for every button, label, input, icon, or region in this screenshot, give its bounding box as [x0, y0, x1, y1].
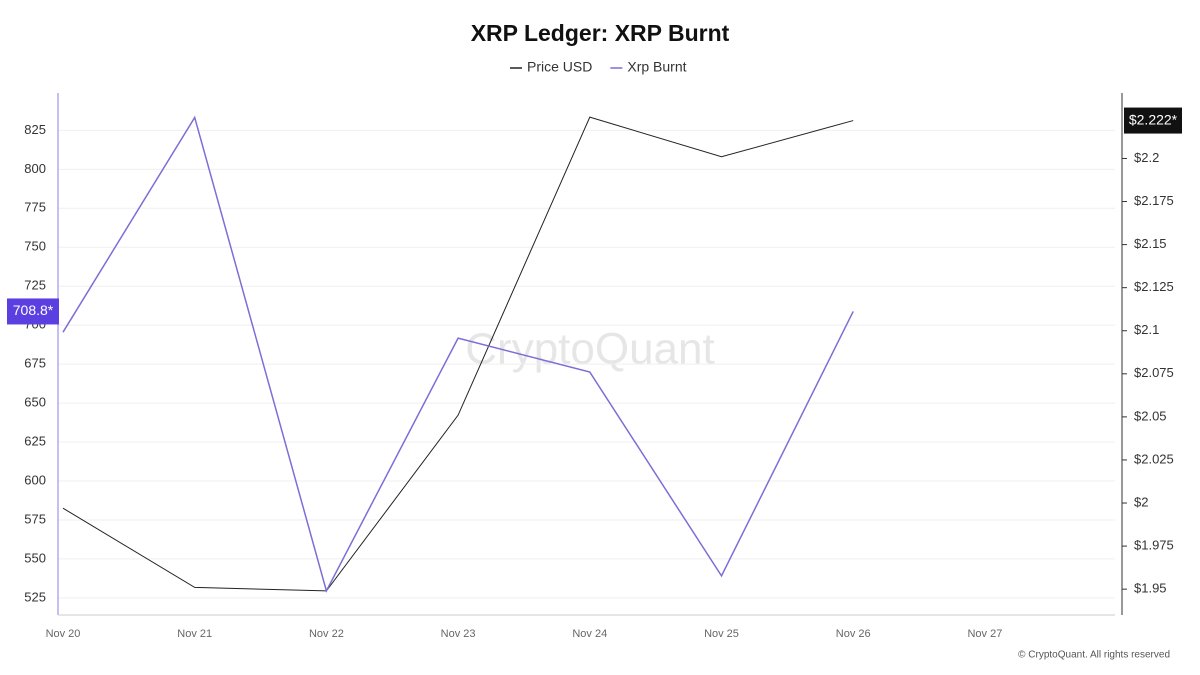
chart-title: XRP Ledger: XRP Burnt: [471, 20, 730, 46]
y2-tick-label: $2.15: [1134, 236, 1167, 251]
y2-tick-label: $2.05: [1134, 408, 1167, 423]
value-label: $2.222*: [1129, 111, 1178, 127]
x-tick-label: Nov 22: [309, 628, 344, 640]
y2-tick-label: $2.025: [1134, 451, 1174, 466]
y-tick-label: 675: [24, 356, 46, 371]
y2-tick-label: $2.1: [1134, 322, 1159, 337]
x-tick-label: Nov 23: [441, 628, 476, 640]
y2-tick-label: $2.175: [1134, 193, 1174, 208]
y-tick-label: 650: [24, 395, 46, 410]
y2-tick-label: $2.125: [1134, 279, 1174, 294]
x-tick-label: Nov 25: [704, 628, 739, 640]
value-label: 708.8*: [13, 302, 54, 318]
y-tick-label: 800: [24, 161, 46, 176]
value-badge: [7, 298, 59, 325]
y-tick-label: 825: [24, 122, 46, 137]
y2-tick-label: $2: [1134, 494, 1148, 509]
y-tick-label: 625: [24, 433, 46, 448]
watermark: CryptoQuant: [465, 325, 714, 374]
x-tick-label: Nov 24: [572, 628, 607, 640]
series-line: [62, 115, 854, 593]
legend-label: Xrp Burnt: [627, 59, 686, 75]
legend-label: Price USD: [527, 59, 592, 75]
y2-tick-label: $2.075: [1134, 365, 1174, 380]
y-tick-label: 775: [24, 200, 46, 215]
y2-tick-label: $2.2: [1134, 150, 1159, 165]
footer: © CryptoQuant. All rights reserved: [1018, 650, 1170, 661]
x-tick-label: Nov 27: [967, 628, 1002, 640]
value-badge: [1124, 107, 1182, 134]
x-tick-label: Nov 21: [177, 628, 212, 640]
x-tick-label: Nov 20: [46, 628, 81, 640]
y-tick-label: 575: [24, 511, 46, 526]
y-tick-label: 725: [24, 278, 46, 293]
y-tick-label: 550: [24, 550, 46, 565]
y2-tick-label: $1.975: [1134, 538, 1174, 553]
y2-tick-label: $1.95: [1134, 581, 1167, 596]
series-line: [62, 116, 854, 592]
y-tick-label: 600: [24, 472, 46, 487]
x-tick-label: Nov 26: [836, 628, 871, 640]
y-tick-label: 525: [24, 589, 46, 604]
y-tick-label: 750: [24, 239, 46, 254]
